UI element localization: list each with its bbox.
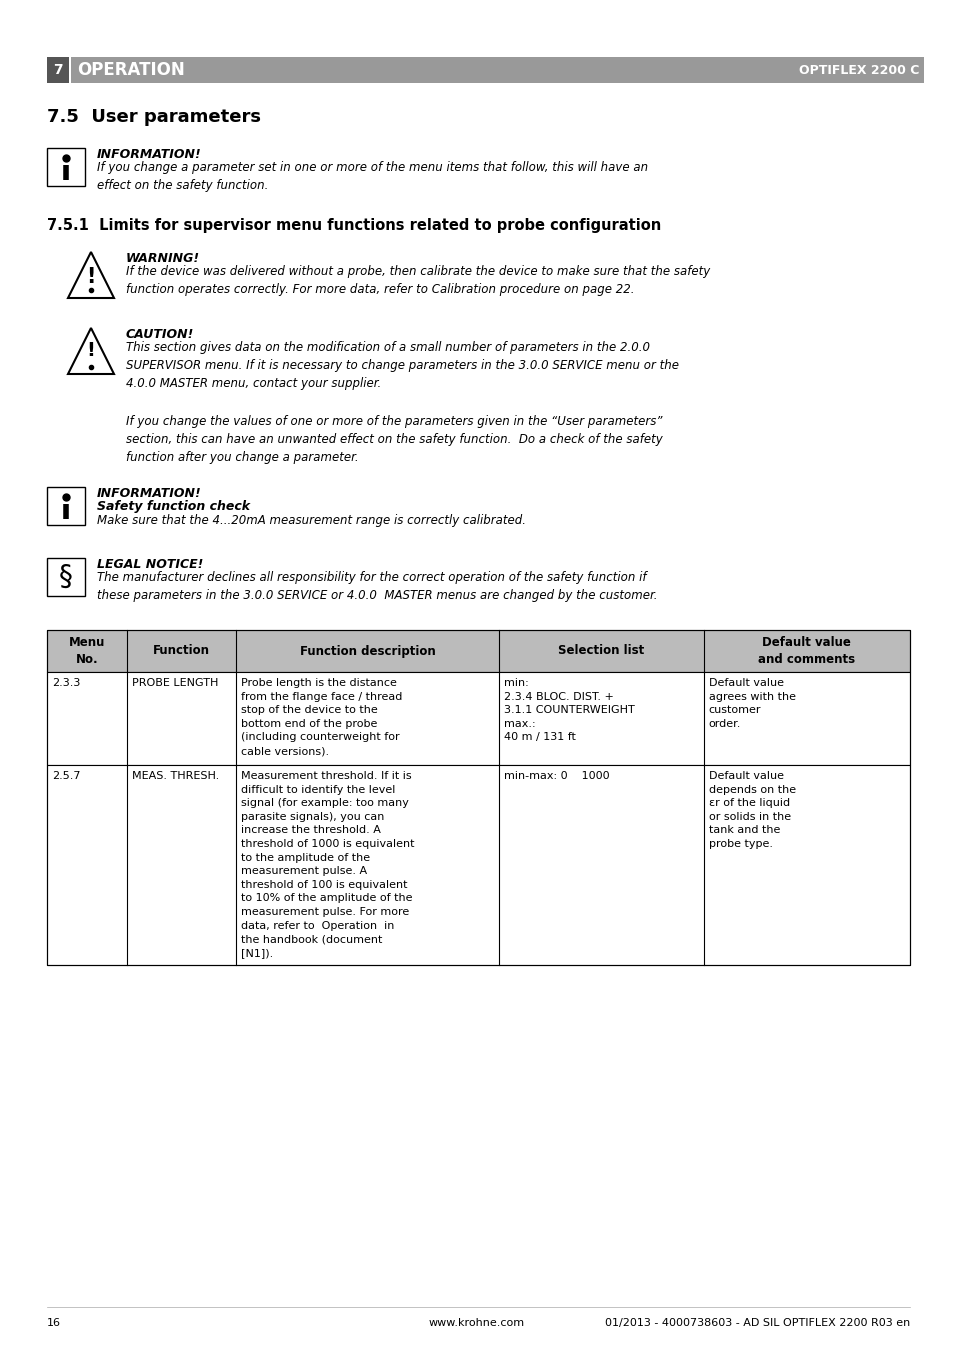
Text: PROBE LENGTH: PROBE LENGTH (132, 678, 218, 688)
Text: 01/2013 - 4000738603 - AD SIL OPTIFLEX 2200 R03 en: 01/2013 - 4000738603 - AD SIL OPTIFLEX 2… (604, 1319, 909, 1328)
Text: LEGAL NOTICE!: LEGAL NOTICE! (97, 558, 203, 571)
Text: MEAS. THRESH.: MEAS. THRESH. (132, 771, 219, 781)
Text: 2.3.3: 2.3.3 (52, 678, 80, 688)
Text: Default value
and comments: Default value and comments (758, 636, 855, 666)
Text: www.krohne.com: www.krohne.com (429, 1319, 524, 1328)
Text: Selection list: Selection list (558, 644, 644, 658)
Text: §: § (59, 563, 72, 590)
Text: min:
2.3.4 BLOC. DIST. +
3.1.1 COUNTERWEIGHT
max.:
40 m / 131 ft: min: 2.3.4 BLOC. DIST. + 3.1.1 COUNTERWE… (504, 678, 635, 743)
Text: If the device was delivered without a probe, then calibrate the device to make s: If the device was delivered without a pr… (126, 265, 709, 296)
Text: INFORMATION!: INFORMATION! (97, 149, 201, 161)
Text: This section gives data on the modification of a small number of parameters in t: This section gives data on the modificat… (126, 340, 679, 390)
Text: CAUTION!: CAUTION! (126, 328, 194, 340)
Bar (47, 486, 85, 526)
Text: The manufacturer declines all responsibility for the correct operation of the sa: The manufacturer declines all responsibi… (97, 571, 657, 603)
Text: 7.5  User parameters: 7.5 User parameters (47, 108, 261, 126)
Text: OPERATION: OPERATION (77, 61, 185, 78)
Text: Function description: Function description (299, 644, 435, 658)
Text: Default value
depends on the
εr of the liquid
or solids in the
tank and the
prob: Default value depends on the εr of the l… (708, 771, 795, 848)
Text: Probe length is the distance
from the flange face / thread
stop of the device to: Probe length is the distance from the fl… (241, 678, 402, 757)
Text: 16: 16 (47, 1319, 61, 1328)
Text: !: ! (86, 267, 95, 288)
Text: 2.5.7: 2.5.7 (52, 771, 80, 781)
Text: If you change a parameter set in one or more of the menu items that follow, this: If you change a parameter set in one or … (97, 161, 647, 192)
Text: Safety function check: Safety function check (97, 500, 250, 513)
Bar (47, 149, 85, 186)
Text: Measurement threshold. If it is
difficult to identify the level
signal (for exam: Measurement threshold. If it is difficul… (241, 771, 414, 958)
Text: Function: Function (153, 644, 210, 658)
Polygon shape (68, 328, 113, 374)
Bar (71, 57, 923, 82)
Bar (47, 558, 85, 596)
Text: Default value
agrees with the
customer
order.: Default value agrees with the customer o… (708, 678, 795, 728)
Polygon shape (68, 253, 113, 299)
Bar (47, 765, 909, 965)
Text: Make sure that the 4...20mA measurement range is correctly calibrated.: Make sure that the 4...20mA measurement … (97, 513, 525, 527)
Bar (47, 630, 909, 965)
Text: INFORMATION!: INFORMATION! (97, 486, 201, 500)
Text: WARNING!: WARNING! (126, 253, 200, 265)
Text: 7: 7 (53, 63, 63, 77)
Text: OPTIFLEX 2200 C: OPTIFLEX 2200 C (798, 63, 918, 77)
Bar (47, 671, 909, 765)
Text: If you change the values of one or more of the parameters given in the “User par: If you change the values of one or more … (126, 415, 662, 463)
Bar (47, 630, 909, 671)
Text: 7.5.1  Limits for supervisor menu functions related to probe configuration: 7.5.1 Limits for supervisor menu functio… (47, 218, 660, 232)
Text: Menu
No.: Menu No. (69, 636, 105, 666)
Bar (47, 57, 69, 82)
Text: !: ! (87, 342, 95, 361)
Text: min-max: 0    1000: min-max: 0 1000 (504, 771, 609, 781)
